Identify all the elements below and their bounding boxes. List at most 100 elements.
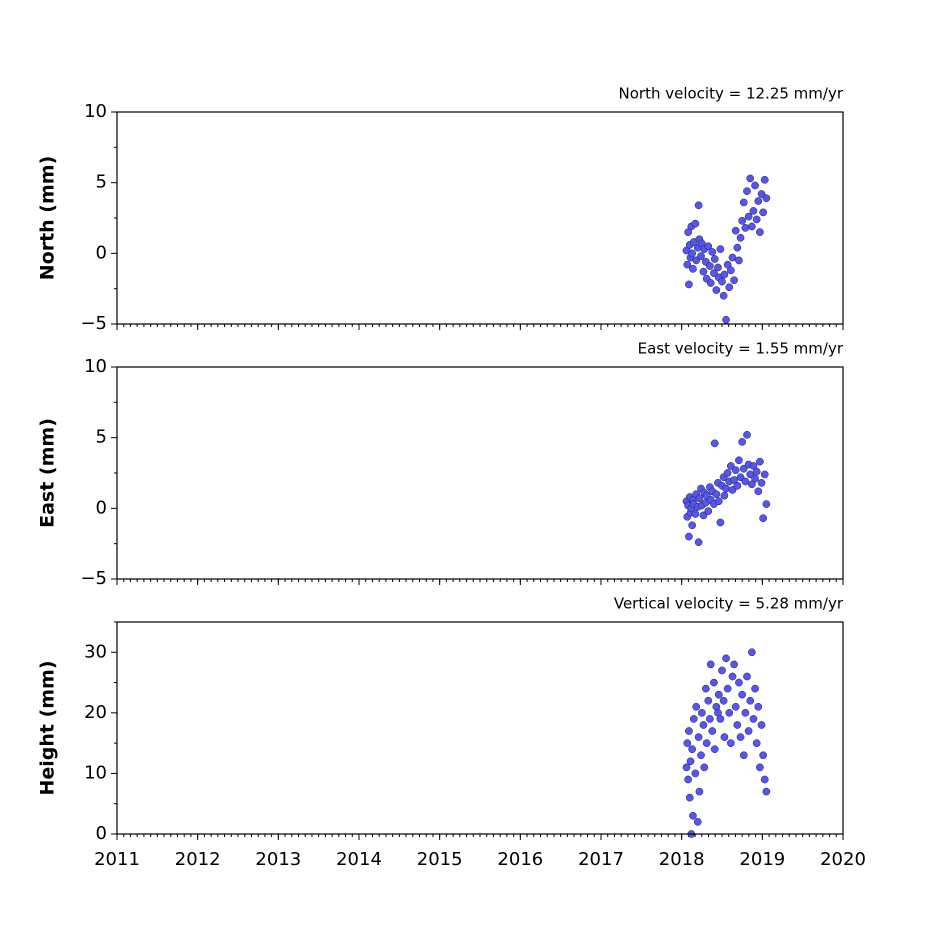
y-tick-label: 0 — [96, 823, 107, 844]
point — [716, 715, 725, 723]
x-tick-label: 2019 — [739, 849, 785, 870]
y-tick-label: 10 — [84, 101, 107, 122]
point — [739, 198, 748, 207]
point — [688, 745, 697, 754]
point — [685, 532, 693, 541]
point — [759, 208, 767, 217]
point — [706, 715, 714, 723]
point — [762, 787, 771, 796]
point — [735, 256, 743, 265]
point — [695, 787, 704, 796]
point — [714, 263, 722, 272]
point — [699, 267, 708, 276]
point — [704, 507, 713, 516]
point — [727, 462, 735, 470]
point — [689, 715, 698, 723]
y-tick-label: 20 — [84, 702, 107, 723]
point — [694, 201, 703, 210]
y-tick-label: −5 — [80, 313, 107, 334]
point — [733, 243, 742, 252]
point — [749, 207, 758, 215]
point — [692, 256, 701, 265]
point — [719, 696, 728, 705]
x-tick-label: 2011 — [94, 849, 140, 870]
axes-frame — [116, 111, 844, 325]
point — [695, 494, 704, 503]
point — [754, 487, 763, 496]
point — [741, 477, 750, 486]
point — [716, 518, 725, 527]
x-tick-label: 2017 — [578, 849, 624, 870]
point — [706, 279, 715, 287]
point — [760, 175, 769, 184]
point — [736, 233, 745, 242]
point — [694, 733, 703, 741]
point — [733, 721, 742, 729]
point — [685, 793, 694, 802]
y-axis-label: East (mm) — [37, 418, 59, 528]
point — [688, 521, 697, 530]
point — [689, 265, 697, 273]
panel-title: North velocity = 12.25 mm/yr — [619, 85, 844, 103]
point — [686, 757, 695, 766]
point — [710, 745, 719, 754]
point — [752, 739, 761, 747]
point — [693, 818, 702, 826]
point — [754, 197, 763, 205]
point — [710, 255, 719, 263]
y-tick-label: 5 — [96, 172, 107, 193]
point — [688, 249, 697, 258]
point — [691, 219, 700, 228]
point — [720, 491, 729, 500]
panel-title: East velocity = 1.55 mm/yr — [638, 340, 844, 358]
y-axis-label: Height (mm) — [37, 660, 59, 795]
point — [733, 481, 742, 490]
x-tick-label: 2018 — [659, 849, 705, 870]
point — [722, 315, 730, 324]
point — [697, 709, 706, 717]
point — [692, 702, 701, 711]
point — [746, 696, 755, 705]
point — [762, 194, 771, 203]
point — [704, 242, 713, 251]
point — [757, 479, 766, 487]
point — [736, 473, 745, 482]
point — [751, 684, 759, 693]
point — [702, 739, 711, 747]
panel-title: Vertical velocity = 5.28 mm/yr — [614, 595, 844, 613]
point — [683, 260, 692, 269]
point — [756, 763, 764, 772]
point — [739, 751, 748, 760]
x-tick-label: 2020 — [820, 849, 866, 870]
point — [708, 248, 717, 256]
point — [708, 727, 717, 735]
point — [683, 739, 692, 747]
y-tick-label: 10 — [84, 762, 107, 783]
point — [759, 751, 767, 760]
point — [741, 709, 750, 717]
point — [718, 666, 726, 675]
point — [712, 286, 721, 294]
point — [751, 181, 759, 190]
point — [757, 190, 766, 198]
point — [722, 654, 730, 663]
point — [720, 733, 729, 741]
point — [727, 739, 735, 747]
point — [744, 212, 753, 221]
point — [727, 266, 735, 275]
point — [735, 678, 743, 687]
point — [718, 277, 726, 286]
y-tick-label: 0 — [96, 242, 107, 263]
point — [757, 721, 766, 729]
point — [738, 438, 747, 446]
point — [725, 283, 734, 292]
x-tick-label: 2014 — [336, 849, 382, 870]
point — [691, 769, 700, 778]
point — [728, 672, 737, 681]
y-tick-label: 0 — [96, 497, 107, 518]
point — [685, 727, 693, 735]
point — [712, 490, 721, 499]
point — [731, 226, 740, 235]
point — [689, 811, 697, 820]
